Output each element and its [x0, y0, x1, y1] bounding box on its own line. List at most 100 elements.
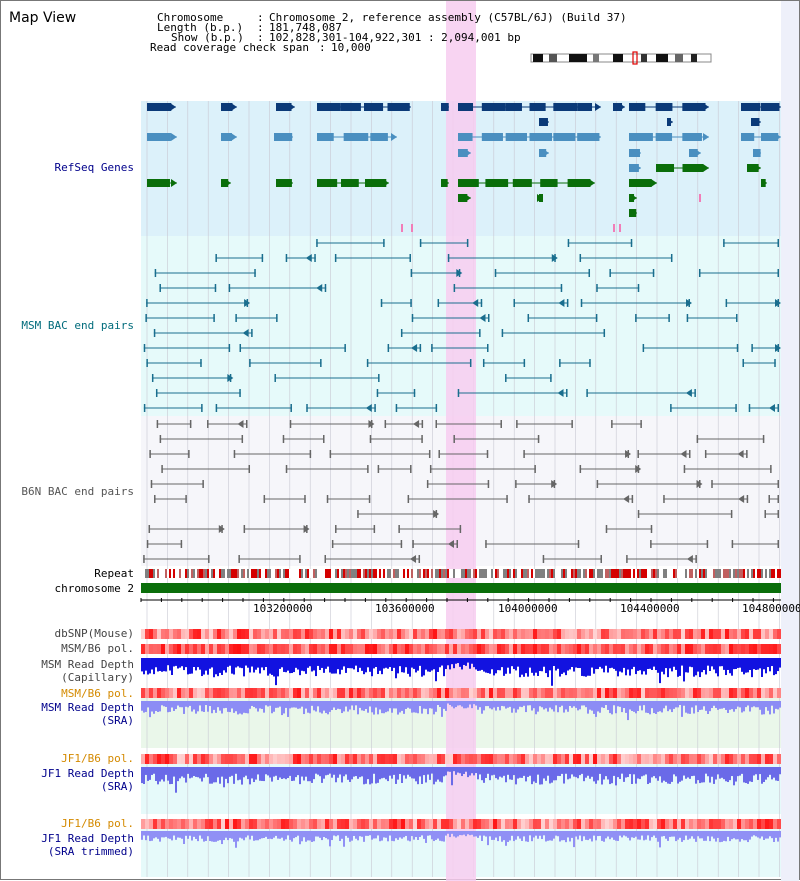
jf1-trim-depth-bar: [605, 831, 607, 839]
jf1-b6-pol-2-bin: [229, 819, 233, 829]
jf1-b6-pol-bin: [169, 754, 173, 764]
jf1-trim-depth-bar: [509, 831, 511, 841]
repeat-bin: [423, 569, 425, 578]
jf1-trim-depth-bar: [409, 831, 411, 842]
msm-cap-depth-bar: [145, 658, 147, 671]
jf1-trim-depth-bar: [759, 831, 761, 839]
repeat-bin: [251, 569, 253, 578]
dbsnp-bin: [413, 629, 417, 639]
jf1-sra-depth-bar: [239, 767, 241, 780]
dbsnp-bin: [261, 629, 265, 639]
strand-arrow: [537, 194, 543, 202]
dbsnp-bin: [437, 629, 441, 639]
repeat-bin: [701, 569, 703, 578]
gene-exon: [747, 164, 759, 172]
jf1-b6-pol-bin: [717, 754, 721, 764]
gene-exon: [317, 133, 334, 141]
msm-b6-pol-bin: [637, 644, 641, 654]
msm-cap-depth-bar: [681, 658, 683, 666]
msm-b6-pol-bin: [245, 644, 249, 654]
msm-b6-pol-2-bin: [189, 688, 193, 698]
msm-cap-depth-bar: [237, 658, 239, 667]
jf1-sra-depth-bar: [433, 767, 435, 785]
jf1-sra-depth-bar: [533, 767, 535, 782]
b6n-bac-arrow: [635, 465, 642, 473]
jf1-sra-depth-bar: [639, 767, 641, 780]
msm-b6-pol-bin: [349, 644, 353, 654]
dbsnp-bin: [765, 629, 769, 639]
jf1-trim-depth-bar: [161, 831, 163, 838]
msm-b6-pol-2-bin: [725, 688, 729, 698]
msm-sra-depth-bar: [291, 701, 293, 708]
msm-b6-pol-2-bin: [269, 688, 273, 698]
msm-cap-depth-bar: [475, 658, 477, 670]
msm-sra-depth-bar: [749, 701, 751, 712]
jf1-b6-pol-2-bin: [713, 819, 717, 829]
repeat-bin: [671, 569, 673, 578]
msm-sra-depth-bar: [549, 701, 551, 708]
jf1-sra-depth-bar: [705, 767, 707, 774]
jf1-b6-pol-2-bin: [353, 819, 357, 829]
msm-sra-depth-bar: [471, 701, 473, 709]
msm-bac-end: [694, 389, 696, 397]
msm-cap-depth-bar: [603, 658, 605, 673]
msm-bac-end: [670, 404, 672, 412]
jf1-b6-pol-2-bin: [653, 819, 657, 829]
msm-sra-depth-bar: [539, 701, 541, 707]
repeat-bin: [629, 569, 631, 578]
msm-bac-end: [630, 239, 633, 247]
jf1-b6-pol-bin: [533, 754, 537, 764]
repeat-bin: [399, 569, 401, 578]
gene-exon: [682, 103, 706, 111]
jf1-b6-pol-bin: [505, 754, 509, 764]
msm-cap-depth-bar: [241, 658, 243, 669]
repeat-bin: [747, 569, 749, 578]
b6n-bac-end: [515, 480, 517, 488]
msm-bac-end: [751, 344, 753, 352]
msm-cap-depth-bar: [725, 658, 727, 676]
repeat-bin: [603, 569, 605, 578]
jf1-trim-depth-bar: [215, 831, 217, 842]
msm-cap-depth-bar: [215, 658, 217, 675]
jf1-trim-depth-bar: [515, 831, 517, 840]
jf1-trim-depth-bar: [493, 831, 495, 840]
jf1-sra-depth-bar: [369, 767, 371, 785]
jf1-b6-pol-bin: [609, 754, 613, 764]
msm-bac-end: [251, 329, 253, 337]
jf1-sra-depth-bar: [183, 767, 185, 778]
msm-sra-depth-bar: [187, 701, 189, 708]
msm-sra-depth-bar: [767, 701, 769, 711]
msm-bac-end: [735, 404, 737, 412]
msm-cap-depth-bar: [155, 658, 157, 668]
msm-bac-end: [482, 359, 485, 367]
msm-cap-depth-bar: [581, 658, 583, 676]
msm-sra-depth-bar: [265, 701, 267, 706]
strand-arrow: [543, 118, 549, 126]
jf1-sra-depth-bar: [335, 767, 337, 783]
jf1-sra-depth-bar: [413, 767, 415, 779]
jf1-sra-depth-bar: [237, 767, 239, 781]
dbsnp-bin: [293, 629, 297, 639]
jf1-b6-pol-2-bin: [533, 819, 537, 829]
jf1-sra-depth-bar: [165, 767, 167, 775]
jf1-b6-pol-2-bin: [733, 819, 737, 829]
msm-sra-depth-bar: [383, 701, 385, 714]
jf1-sra-depth-bar: [361, 767, 363, 777]
jf1-sra-depth-bar: [727, 767, 729, 783]
msm-b6-pol-2-bin: [337, 688, 341, 698]
msm-sra-depth-bar: [367, 701, 369, 713]
msm-sra-depth-bar: [397, 701, 399, 715]
jf1-trim-depth-bar: [167, 831, 169, 839]
msm-b6-pol-2-bin: [613, 688, 617, 698]
msm-sra-depth-bar: [777, 701, 779, 710]
jf1-b6-pol-2-bin: [349, 819, 353, 829]
msm-cap-depth-bar: [309, 658, 311, 667]
repeat-bin: [717, 569, 719, 578]
msm-sra-depth-bar: [429, 701, 431, 709]
jf1-sra-depth-bar: [407, 767, 409, 775]
repeat-bin: [493, 569, 495, 578]
msm-cap-depth-bar: [573, 658, 575, 672]
msm-sra-depth-bar: [281, 701, 283, 716]
msm-cap-depth-bar: [707, 658, 709, 666]
